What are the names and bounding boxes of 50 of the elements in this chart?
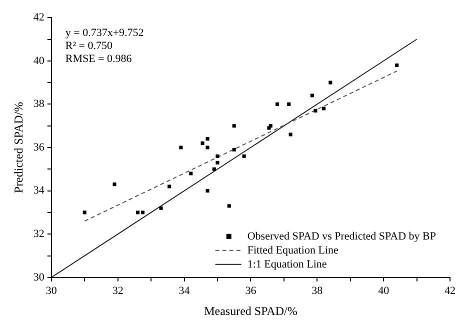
annotation: y = 0.737x+9.752 [65, 26, 144, 39]
point [159, 206, 163, 210]
point [232, 124, 236, 128]
point [395, 63, 399, 67]
y-tick-label: 38 [33, 98, 45, 110]
point [227, 204, 231, 208]
point [288, 132, 292, 136]
point [268, 124, 272, 128]
legend-label: Fitted Equation Line [247, 244, 339, 256]
x-tick-label: 40 [378, 284, 390, 297]
point [314, 108, 318, 112]
y-tick-label: 40 [33, 54, 45, 67]
point [242, 154, 246, 158]
annotation: R² = 0.750 [65, 40, 113, 52]
annotation: RMSE = 0.986 [65, 52, 132, 65]
point [212, 167, 216, 171]
point [328, 80, 332, 84]
x-tick-label: 38 [312, 284, 324, 297]
point [112, 182, 116, 186]
y-tick-label: 36 [33, 141, 45, 154]
point [322, 106, 326, 110]
x-tick-label: 32 [112, 284, 124, 297]
point [179, 146, 183, 150]
point [232, 148, 236, 152]
x-tick-label: 30 [46, 284, 58, 297]
point [168, 184, 172, 188]
x-tick-label: 36 [245, 284, 257, 297]
y-tick-label: 32 [33, 228, 44, 240]
y-tick-label: 34 [33, 184, 45, 197]
legend-label: Observed SPAD vs Predicted SPAD by BP [247, 230, 436, 242]
point [276, 102, 280, 106]
y-axis-title: Predicted SPAD/% [11, 102, 26, 194]
y-tick-label: 42 [33, 11, 44, 24]
legend-label: 1:1 Equation Line [247, 258, 327, 270]
point [216, 160, 220, 164]
point [206, 189, 210, 193]
point [140, 210, 145, 214]
point [200, 141, 204, 145]
point [287, 102, 291, 106]
y-tick-label: 30 [33, 271, 45, 284]
x-axis-title: Measured SPAD/% [204, 304, 298, 318]
point [82, 210, 86, 214]
point [136, 210, 140, 214]
x-tick-label: 34 [178, 284, 190, 297]
x-tick-label: 42 [444, 284, 456, 297]
point [216, 154, 220, 158]
point [310, 94, 314, 98]
point [206, 146, 210, 150]
point [206, 137, 210, 141]
point [189, 172, 193, 176]
